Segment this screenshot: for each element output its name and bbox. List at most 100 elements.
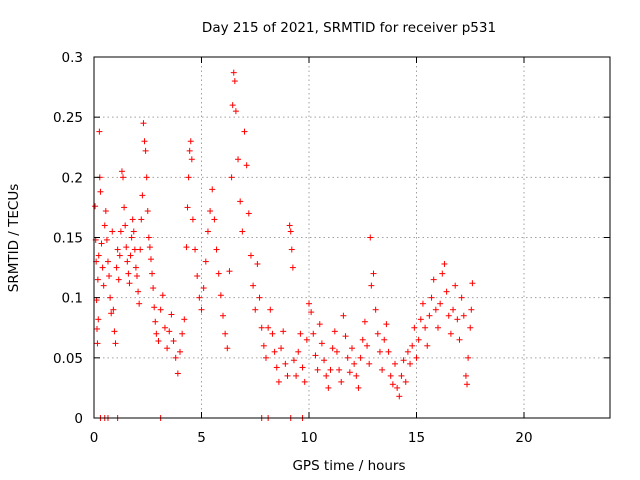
data-point (247, 252, 254, 259)
data-point (260, 342, 267, 349)
y-tick-label: 0.3 (62, 50, 83, 66)
data-point (164, 345, 171, 352)
data-point (128, 234, 135, 241)
data-point (359, 336, 366, 343)
y-tick-label: 0.25 (53, 110, 83, 126)
data-point (131, 246, 138, 253)
data-point (174, 370, 181, 377)
data-point (155, 337, 162, 344)
data-point (392, 360, 398, 367)
data-point (411, 324, 418, 331)
y-tick-label: 0.05 (53, 351, 83, 367)
data-point (256, 294, 263, 301)
x-tick-label: 20 (515, 430, 532, 446)
data-point (430, 276, 437, 283)
data-point (419, 300, 426, 307)
data-point (454, 316, 461, 323)
data-point (142, 147, 149, 154)
data-point (428, 294, 435, 301)
data-point (132, 264, 139, 271)
data-point (387, 372, 394, 379)
data-point (150, 285, 157, 292)
data-point (409, 342, 416, 349)
data-point (140, 120, 147, 127)
data-point (327, 366, 334, 373)
data-point (299, 364, 306, 371)
data-point (303, 336, 310, 343)
data-point (306, 300, 312, 307)
data-point (342, 333, 349, 340)
data-point (186, 147, 193, 154)
data-point (94, 340, 101, 347)
data-point (361, 318, 368, 325)
data-point (344, 354, 351, 361)
data-point (134, 273, 140, 280)
data-point (129, 216, 136, 223)
data-point (215, 270, 222, 277)
y-tick-label: 0.1 (62, 291, 83, 307)
data-point (456, 336, 463, 343)
data-point (383, 321, 390, 328)
data-point (232, 108, 239, 115)
data-point (280, 328, 287, 335)
data-point (184, 204, 191, 211)
data-point (293, 372, 300, 379)
data-point (346, 369, 353, 376)
data-point (415, 336, 422, 343)
data-point (407, 360, 414, 367)
data-points (92, 69, 476, 421)
data-point (404, 348, 411, 355)
data-point (413, 354, 420, 361)
data-point (314, 366, 321, 373)
data-point (107, 294, 114, 301)
data-point (288, 246, 295, 253)
axis-ticks: 0 0.05 0.1 0.15 0.2 0.25 0.3 0 5 10 15 20 (53, 50, 610, 446)
data-point (217, 292, 224, 299)
data-point (95, 252, 102, 259)
data-point (125, 270, 132, 277)
data-point (100, 282, 107, 289)
data-point (213, 246, 220, 253)
data-point (312, 352, 319, 359)
data-point (432, 306, 439, 313)
data-point (112, 340, 119, 347)
data-point (443, 288, 450, 295)
data-point (441, 260, 448, 267)
data-point (126, 280, 133, 287)
data-point (355, 384, 362, 391)
data-point (435, 324, 441, 331)
data-point (333, 348, 340, 355)
data-point (159, 292, 166, 299)
data-point (146, 244, 153, 251)
data-point (462, 372, 469, 379)
data-point (336, 366, 343, 373)
data-point (467, 324, 474, 331)
data-point (349, 345, 355, 352)
data-point (364, 342, 371, 349)
data-point (183, 244, 190, 251)
y-tick-label: 0.2 (62, 170, 83, 186)
data-point (265, 324, 272, 331)
data-point (103, 236, 110, 243)
data-point (445, 312, 452, 319)
data-point (237, 198, 244, 205)
data-point (106, 273, 113, 280)
x-tick-label: 5 (197, 430, 206, 446)
data-point (204, 228, 211, 235)
data-point (110, 306, 117, 313)
data-point (179, 330, 186, 337)
data-point (222, 330, 229, 337)
data-point (187, 138, 194, 145)
data-point (196, 294, 203, 301)
data-point (370, 270, 377, 277)
data-point (135, 288, 142, 295)
data-point (192, 246, 199, 253)
data-point (122, 222, 129, 229)
x-axis-label: GPS time / hours (292, 458, 405, 474)
data-point (239, 228, 246, 235)
data-point (379, 366, 386, 373)
data-point (468, 306, 475, 313)
data-point (289, 264, 296, 271)
data-point (102, 208, 109, 215)
